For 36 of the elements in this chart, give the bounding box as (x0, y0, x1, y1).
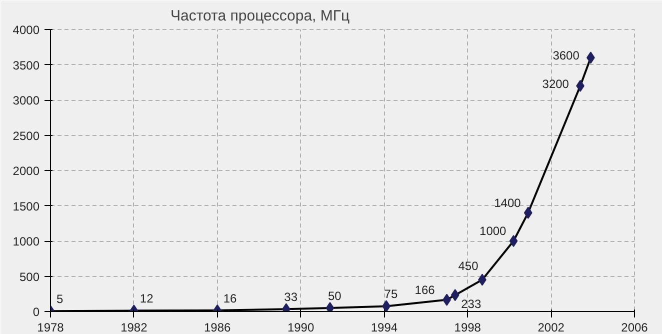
y-tick-label: 3000 (12, 94, 40, 108)
y-tick-label: 4000 (12, 23, 40, 37)
point (524, 206, 532, 219)
data-label: 16 (223, 291, 238, 306)
point (450, 289, 460, 302)
point (326, 302, 334, 312)
y-tick-label: 1000 (12, 234, 40, 248)
data-label: 12 (140, 292, 154, 306)
y-tick-label: 3500 (12, 58, 40, 72)
x-tick-label: 2002 (538, 320, 565, 334)
data-label: 50 (328, 288, 342, 303)
y-tick-label: 1500 (12, 199, 40, 214)
x-tick-label: 1994 (370, 320, 398, 334)
chart-title: Частота процессора, МГц (170, 8, 350, 24)
data-label: 33 (284, 290, 298, 304)
y-tick-label: 0 (32, 305, 40, 319)
data-label: 1000 (480, 224, 507, 238)
x-tick-label: 1998 (454, 320, 482, 334)
y-tick-label: 500 (19, 270, 40, 284)
point (382, 300, 390, 312)
y-tick-label: 2500 (12, 128, 40, 143)
x-tick-label: 2006 (621, 320, 648, 334)
x-tick-label: 1986 (204, 320, 232, 334)
x-tick-label: 1982 (120, 320, 148, 334)
data-label: 233 (461, 297, 482, 312)
point (509, 235, 518, 247)
x-tick-label: 1978 (37, 320, 64, 334)
y-tick-label: 2000 (12, 164, 40, 178)
x-tick-label: 1990 (287, 320, 314, 334)
data-label: 1400 (494, 196, 522, 210)
data-label: 5 (56, 292, 64, 306)
data-label: 75 (384, 287, 398, 302)
data-label: 450 (458, 258, 479, 273)
data-label: 3200 (542, 76, 570, 91)
data-label: 3600 (552, 48, 580, 63)
data-label: 166 (414, 282, 436, 297)
